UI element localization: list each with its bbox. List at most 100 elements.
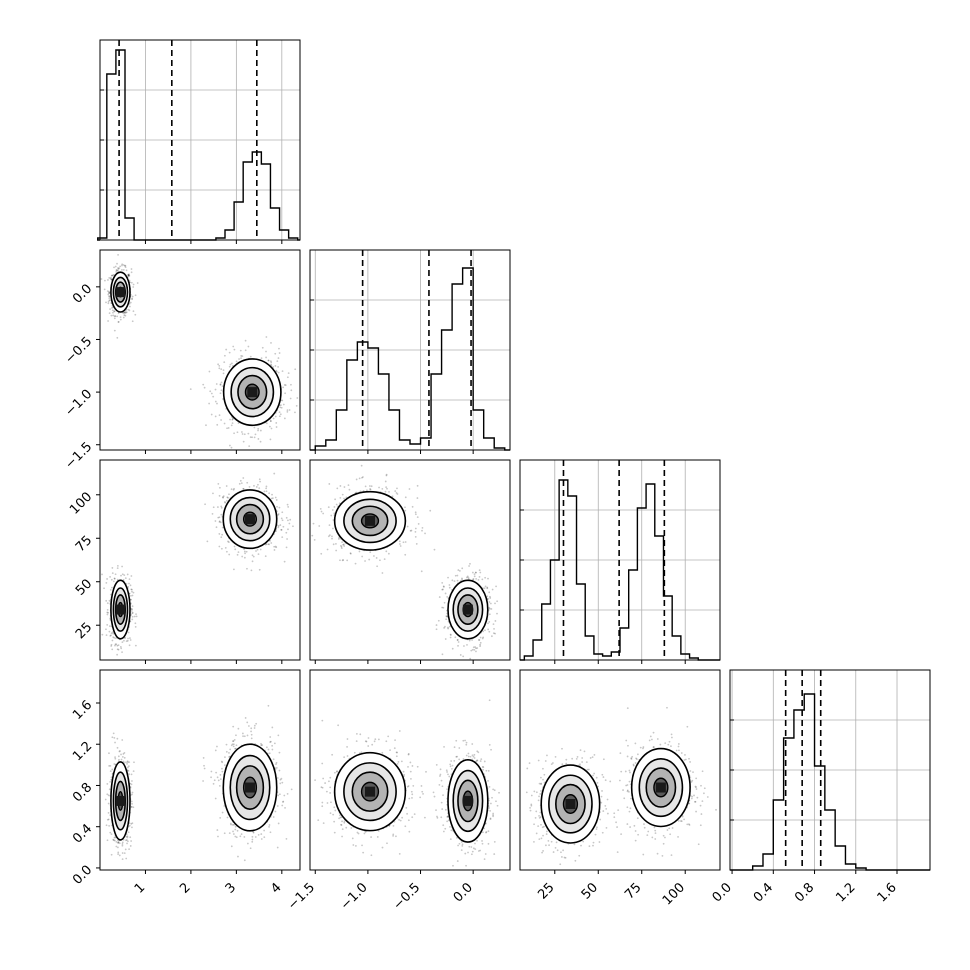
scatter-point (121, 651, 123, 654)
scatter-point (242, 487, 245, 490)
scatter-point (275, 530, 277, 532)
scatter-point (115, 270, 118, 273)
scatter-point (339, 496, 342, 499)
scatter-point (227, 540, 229, 543)
scatter-point (274, 365, 277, 367)
scatter-point (284, 806, 286, 809)
scatter-point (243, 548, 245, 550)
scatter-point (278, 352, 281, 354)
scatter-point (484, 629, 486, 632)
scatter-point (127, 274, 130, 276)
scatter-point (121, 756, 124, 758)
scatter-point (216, 423, 219, 426)
scatter-point (448, 584, 451, 586)
scatter-point (121, 641, 124, 644)
scatter-point (230, 488, 233, 491)
scatter-point (232, 345, 235, 348)
scatter-point (115, 841, 118, 843)
scatter-point (340, 547, 343, 549)
scatter-point (260, 357, 263, 360)
scatter-point (221, 770, 224, 773)
scatter-point (388, 490, 390, 493)
scatter-point (361, 555, 364, 558)
scatter-point (205, 424, 207, 427)
scatter-point (281, 536, 284, 539)
scatter-point (126, 842, 128, 845)
scatter-point (226, 427, 228, 430)
scatter-point (111, 768, 114, 771)
scatter-point (128, 309, 131, 312)
scatter-point (253, 484, 255, 487)
scatter-point (273, 545, 276, 548)
scatter-point (259, 548, 262, 551)
scatter-point (113, 737, 116, 739)
scatter-point (289, 518, 292, 521)
scatter-point (279, 413, 282, 416)
scatter-point (217, 482, 220, 485)
scatter-point (233, 568, 235, 571)
scatter-point (244, 552, 246, 555)
scatter-point (113, 577, 116, 580)
scatter-point (225, 348, 228, 351)
panel-frame (99, 249, 301, 451)
scatter-point (114, 643, 117, 646)
scatter-point (381, 487, 384, 490)
scatter-point (346, 559, 349, 562)
scatter-point (241, 555, 244, 558)
scatter-point (215, 771, 218, 774)
scatter-point (112, 314, 115, 317)
scatter-point (124, 314, 127, 317)
density-peak (115, 604, 126, 615)
panel-frame (99, 459, 301, 661)
scatter-point (264, 555, 267, 558)
scatter-point (223, 361, 226, 364)
scatter-point (113, 329, 116, 332)
scatter-point (238, 358, 240, 360)
scatter-point (123, 314, 126, 316)
scatter-point (121, 841, 124, 844)
scatter-point (267, 359, 270, 362)
scatter-point (473, 575, 476, 578)
scatter-point (220, 547, 223, 550)
scatter-point (258, 568, 261, 571)
scatter-point (492, 632, 495, 635)
scatter-point (219, 383, 222, 386)
scatter-point (243, 556, 246, 559)
scatter-point (105, 581, 108, 584)
scatter-point (475, 650, 477, 653)
scatter-point (386, 487, 388, 490)
scatter-point (220, 419, 222, 421)
scatter-point (218, 521, 221, 523)
scatter-point (368, 558, 371, 561)
scatter-point (489, 595, 491, 598)
scatter-point (259, 480, 262, 483)
scatter-point (333, 506, 336, 508)
scatter-point (236, 431, 239, 434)
scatter-point (270, 497, 273, 500)
scatter-point (123, 311, 126, 314)
scatter-point (449, 633, 452, 636)
scatter-point (415, 543, 418, 545)
scatter-point (275, 426, 278, 428)
scatter-point (270, 427, 273, 430)
scatter-point (222, 496, 224, 499)
scatter-point (240, 482, 243, 485)
scatter-point (114, 756, 116, 759)
scatter-point (364, 560, 366, 562)
scatter-point (479, 571, 482, 574)
scatter-point (109, 277, 112, 280)
scatter-point (110, 833, 113, 836)
scatter-point (295, 405, 298, 407)
scatter-point (249, 355, 252, 358)
scatter-point (496, 612, 498, 615)
scatter-point (117, 253, 119, 256)
scatter-point (481, 637, 484, 640)
scatter-point (421, 529, 423, 532)
scatter-point (272, 816, 275, 818)
scatter-point (468, 639, 471, 642)
scatter-point (231, 422, 234, 425)
scatter-point (238, 482, 241, 485)
scatter-point (112, 838, 115, 841)
scatter-point (338, 536, 340, 539)
scatter-point (267, 704, 270, 707)
